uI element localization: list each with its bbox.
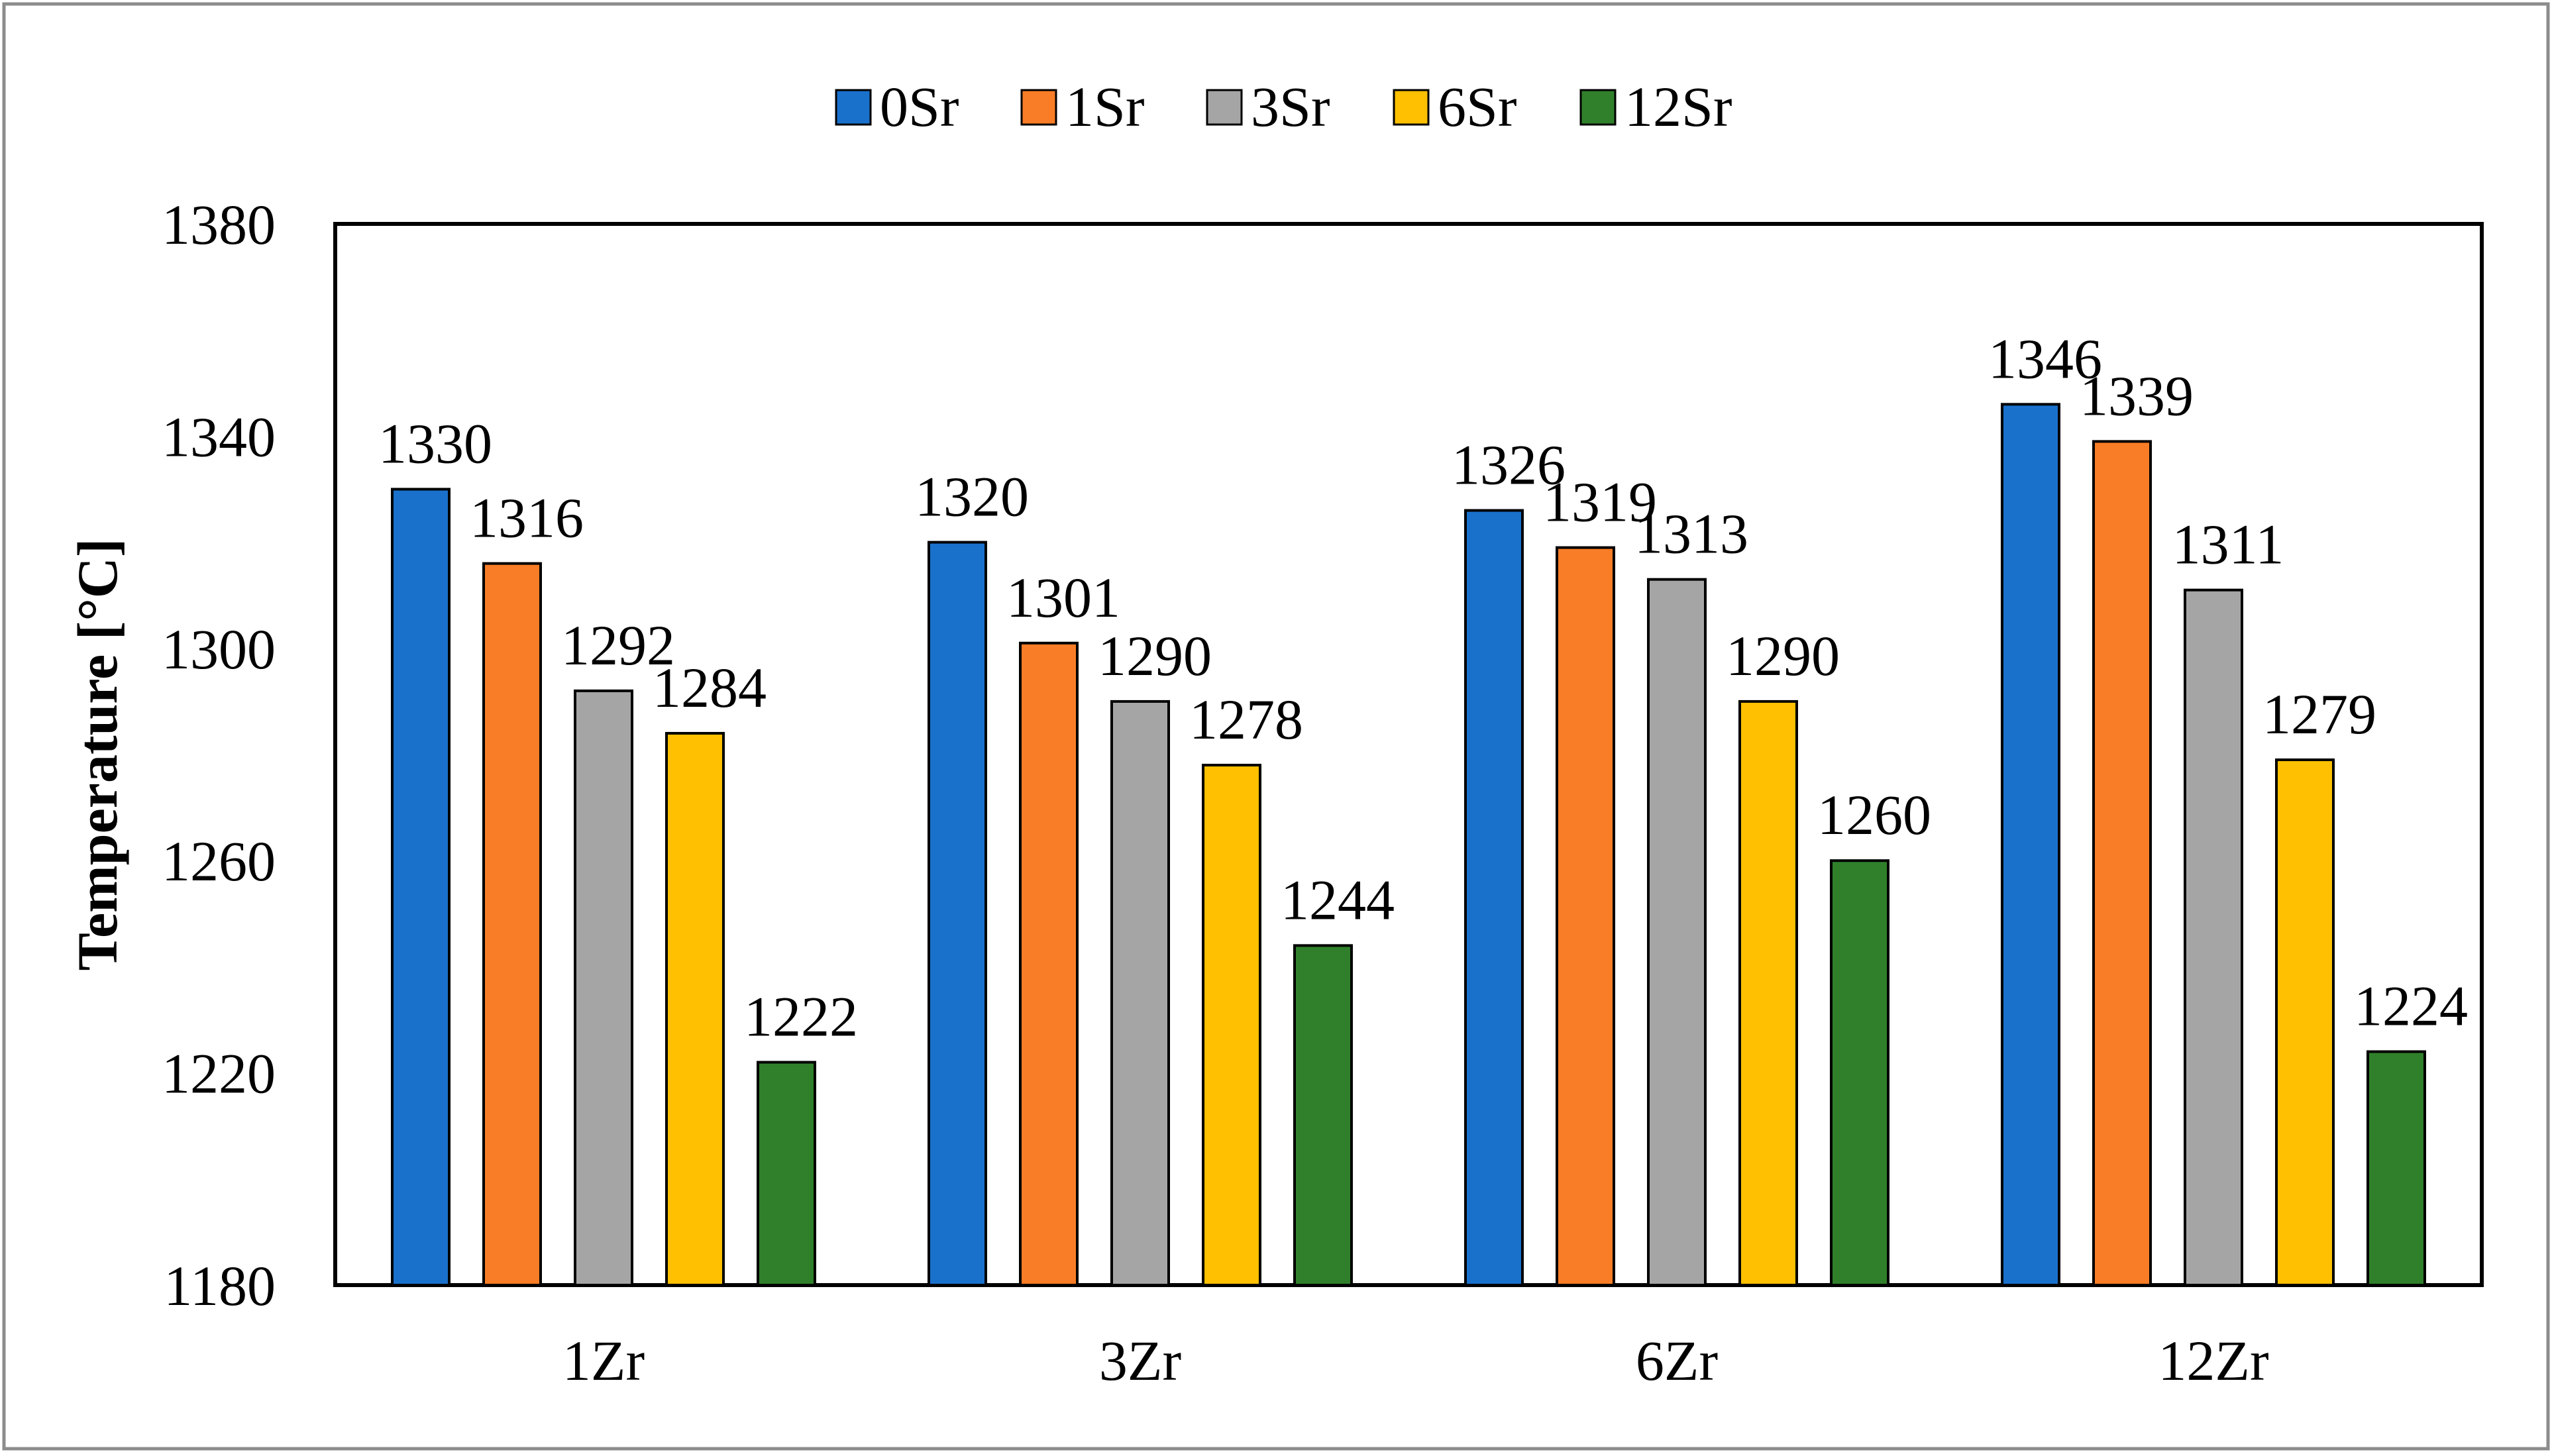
legend-label: 3Sr [1251,75,1330,138]
bar-12sr-12zr [2366,1050,2426,1287]
legend-swatch [1393,89,1430,126]
bar-0sr-6zr [1464,509,1524,1286]
data-label: 1244 [1281,868,1395,931]
data-label: 1320 [915,465,1029,529]
y-axis-title: Temperature [°C] [66,539,129,971]
data-label: 1316 [470,486,584,550]
bar-1sr-12zr [2092,440,2152,1286]
legend-swatch [1579,89,1617,126]
legend-swatch [1206,89,1243,126]
legend-label: 1Sr [1065,75,1144,138]
y-tick-label: 1260 [162,829,276,893]
x-tick-label: 3Zr [1099,1329,1181,1392]
y-tick-label: 1220 [162,1042,276,1106]
bar-6sr-12zr [2275,758,2335,1286]
bar-0sr-3zr [928,541,987,1286]
x-tick-label: 6Zr [1636,1329,1718,1392]
bar-0sr-1zr [391,488,451,1286]
data-label: 1290 [1098,624,1212,688]
data-label: 1319 [1543,470,1657,534]
data-label: 1330 [378,412,492,476]
bar-3sr-3zr [1110,700,1170,1286]
data-label: 1290 [1726,624,1840,688]
x-axis: 1Zr 3Zr 6Zr 12Zr [562,1329,2269,1392]
legend-label: 0Sr [880,75,959,138]
bars [391,403,2426,1287]
bar-6sr-3zr [1202,764,1261,1286]
bar-12sr-1zr [757,1061,816,1286]
y-tick-label: 1300 [162,617,276,681]
y-tick-label: 1180 [164,1254,276,1318]
data-label: 1278 [1189,688,1303,751]
bar-3sr-12zr [2184,588,2243,1287]
data-label: 1313 [1634,502,1748,566]
data-label: 1346 [1988,327,2102,390]
data-labels: 1330131612921284122213201301129012781244… [378,327,2468,1048]
bar-6sr-6zr [1738,700,1798,1286]
plot-area [333,222,2484,1287]
bar-1sr-1zr [482,562,542,1286]
bar-0sr-12zr [2001,403,2060,1287]
legend-swatch [835,89,872,126]
bar-12sr-6zr [1830,859,1889,1286]
bar-3sr-6zr [1647,578,1707,1286]
legend-label: 6Sr [1438,75,1516,138]
data-label: 1222 [744,985,858,1049]
bar-12sr-3zr [1293,944,1353,1286]
bar-6sr-1zr [665,731,725,1286]
data-label: 1279 [2262,682,2376,746]
data-label: 1284 [653,656,767,719]
legend-swatch [1020,89,1057,126]
bar-1sr-6zr [1556,546,1615,1286]
x-tick-label: 12Zr [2158,1329,2268,1392]
data-label: 1292 [561,613,675,677]
legend: 0Sr 1Sr 3Sr 6Sr 12Sr [835,75,1732,138]
data-label: 1224 [2354,974,2468,1038]
bar-3sr-1zr [574,689,633,1286]
x-tick-label: 1Zr [562,1329,645,1392]
data-label: 1301 [1006,566,1120,629]
y-axis: 1180 1220 1260 1300 1340 1380 [162,193,276,1318]
data-label: 1311 [2172,513,2284,576]
data-label: 1260 [1817,783,1931,847]
legend-label: 12Sr [1624,75,1732,138]
y-tick-label: 1380 [162,193,276,256]
data-label: 1339 [2080,364,2194,427]
data-label: 1326 [1452,433,1566,497]
bar-1sr-3zr [1019,641,1079,1286]
y-tick-label: 1340 [162,405,276,468]
